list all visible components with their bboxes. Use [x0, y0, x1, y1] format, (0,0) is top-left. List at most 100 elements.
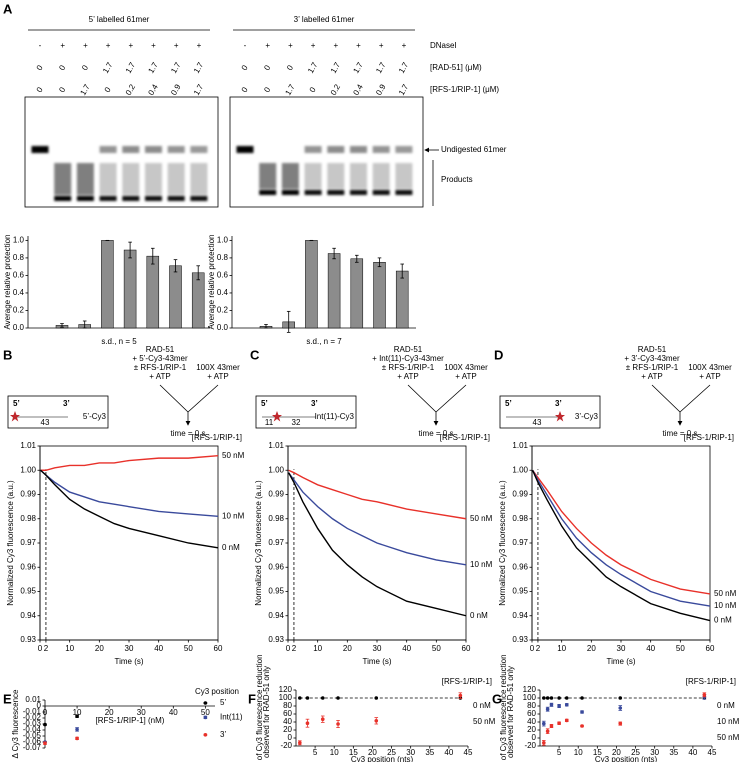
scheme-text: time = 0 s: [419, 429, 454, 438]
inset-text: 3’: [555, 399, 562, 408]
band: [327, 146, 345, 153]
y-tick-label: -0.05: [23, 731, 42, 740]
scheme-text: ± RFS-1/RIP-1: [382, 363, 435, 372]
point: [549, 703, 554, 707]
lane-label: 0: [35, 85, 45, 94]
y-axis-label: Normalized Cy3 fluorescence (a.u.): [6, 480, 15, 606]
lane-label: 0.4: [146, 82, 160, 97]
lane-label: +: [60, 41, 65, 50]
x-tick-label: 20: [343, 644, 352, 653]
y-tick-label: -0.06: [23, 737, 42, 746]
y-tick-label: 1.00: [512, 465, 528, 474]
inset-text: 3’-Cy3: [575, 412, 599, 421]
band: [236, 146, 254, 153]
scheme-text: ± RFS-1/RIP-1: [134, 363, 187, 372]
point: [564, 703, 569, 707]
y-tick-label: 40: [283, 717, 292, 726]
band: [122, 196, 140, 201]
point: [320, 696, 325, 700]
legend-label: 0 nM: [473, 701, 491, 710]
legend-label: 10 nM: [717, 717, 739, 726]
lane-label: 1.7: [78, 82, 92, 97]
x-tick-label: 5: [313, 748, 318, 757]
x-tick-label: 50: [184, 644, 193, 653]
lane-label: +: [356, 41, 361, 50]
band: [304, 146, 322, 153]
y-axis-label: Average relative protection: [207, 234, 216, 329]
y-tick-label: -0.01: [23, 707, 42, 716]
point: [305, 696, 310, 700]
point: [545, 729, 550, 733]
point: [580, 710, 584, 714]
lane-label: 0: [35, 63, 45, 72]
point: [75, 736, 79, 741]
gel-title: 5’ labelled 61mer: [89, 15, 150, 24]
x-tick-label: 0: [38, 644, 43, 653]
legend-title: [RFS-1/RIP-1]: [686, 677, 736, 686]
lane-label: 1.7: [397, 60, 411, 75]
row-label: DNaseI: [430, 41, 457, 50]
y-tick-label: 0.01: [25, 695, 41, 704]
y-axis-label: Average relative protection: [3, 234, 12, 329]
point: [557, 704, 561, 708]
cy3-star: [10, 411, 20, 422]
y-tick-label: 0.96: [20, 562, 36, 571]
lane-label: 0: [57, 85, 67, 94]
smear: [167, 163, 185, 195]
scheme-text: 100X 43mer: [444, 363, 488, 372]
y-tick-label: 0.98: [268, 514, 284, 523]
lane-label: -: [39, 41, 42, 50]
smear: [327, 163, 345, 189]
x-tick-label: 40: [444, 748, 453, 757]
x-tick-label: 40: [169, 708, 178, 717]
legend-label: 10 nM: [222, 511, 245, 520]
bar: [373, 262, 386, 329]
x-tick-label: 25: [631, 748, 640, 757]
y-axis-label: Normalized Cy3 fluorescence (a.u.): [254, 480, 263, 606]
smear: [350, 163, 367, 189]
x-tick-label: 10: [313, 644, 322, 653]
lane-label: 0: [308, 85, 318, 94]
series-line: [531, 469, 711, 607]
y-tick-label: -0.04: [23, 725, 42, 734]
x-tick-label: 40: [154, 644, 163, 653]
point: [618, 696, 623, 700]
panel-letter: F: [248, 691, 256, 706]
series-line: [531, 469, 711, 622]
x-axis-label: Cy3 position (nts): [351, 755, 414, 762]
y-tick-label: 0.94: [20, 611, 36, 620]
legend-label: 3’: [220, 730, 226, 739]
y-tick-label: 0.2: [217, 306, 229, 315]
band-label: Products: [441, 175, 473, 184]
band: [372, 146, 390, 153]
legend-title: [RFS-1/RIP-1]: [442, 677, 492, 686]
scheme-text: + ATP: [149, 372, 170, 381]
x-tick-label: 40: [646, 644, 655, 653]
lane-label: 0: [262, 85, 272, 94]
lane-label: 0.2: [329, 82, 343, 97]
series-line: [288, 472, 467, 566]
x-tick-label: 30: [125, 644, 134, 653]
lane-label: 0: [262, 63, 272, 72]
lane-label: +: [288, 41, 293, 50]
lane-label: 1.7: [283, 82, 297, 97]
series-line: [287, 472, 467, 617]
y-tick-label: -20: [524, 741, 536, 750]
bar: [123, 249, 137, 329]
legend-label: 50 nM: [717, 733, 739, 742]
legend-title: Cy3 position: [195, 687, 239, 696]
legend-label: 0 nM: [222, 543, 240, 552]
smear: [304, 163, 322, 189]
point: [618, 721, 623, 726]
smear: [372, 163, 390, 189]
inset-text: 3’: [63, 399, 70, 408]
smear: [76, 163, 94, 195]
scheme-text: + 3’-Cy3-43mer: [624, 354, 680, 363]
lane-label: +: [311, 41, 316, 50]
scheme-text: 100X 43mer: [688, 363, 732, 372]
y-tick-label: 20: [283, 725, 292, 734]
y-tick-label: 0.4: [13, 288, 25, 297]
y-tick-label: 0.97: [20, 538, 36, 547]
inset-text: 3’: [311, 399, 318, 408]
scheme-text: time = 0 s: [171, 429, 206, 438]
